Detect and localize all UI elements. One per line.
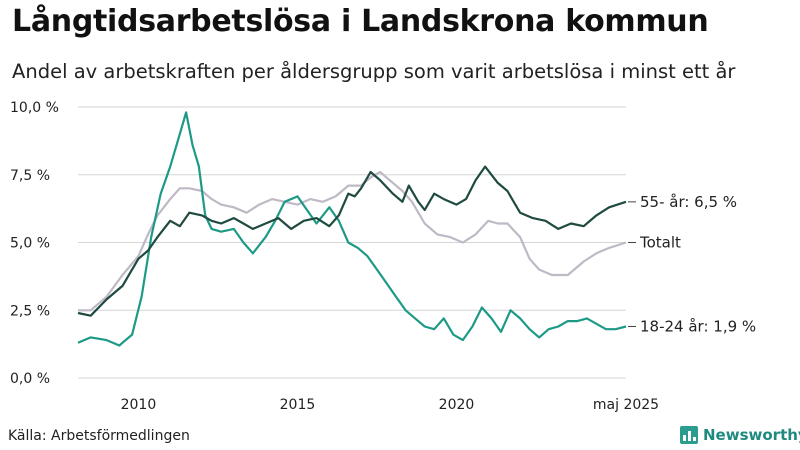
series-line-55-r — [77, 165, 627, 317]
bar-chart-icon — [680, 426, 698, 444]
x-tick-label: 2020 — [439, 397, 475, 413]
brand-name: Newsworthy — [703, 426, 800, 444]
series-line-totalt — [78, 170, 627, 312]
x-tick-label: maj 2025 — [593, 397, 659, 413]
y-tick-label: 0,0 % — [10, 371, 50, 387]
source-note: Källa: Arbetsförmedlingen — [8, 428, 190, 444]
chart-title: Långtidsarbetslösa i Landskrona kommun — [12, 4, 709, 39]
end-label: 18-24 år: 1,9 % — [640, 318, 756, 336]
y-tick-label: 7,5 % — [10, 168, 50, 184]
chart-subtitle: Andel av arbetskraften per åldersgrupp s… — [12, 60, 736, 83]
x-tick-label: 2015 — [280, 397, 316, 413]
end-label: Totalt — [639, 234, 681, 252]
y-tick-label: 10,0 % — [10, 100, 59, 116]
newsworthy-logo: Newsworthy — [680, 426, 800, 444]
series-line-18-24-r — [77, 111, 627, 347]
y-tick-label: 5,0 % — [10, 236, 50, 252]
x-tick-label: 2010 — [121, 397, 157, 413]
end-label: 55- år: 6,5 % — [640, 193, 737, 211]
y-tick-label: 2,5 % — [10, 303, 50, 319]
